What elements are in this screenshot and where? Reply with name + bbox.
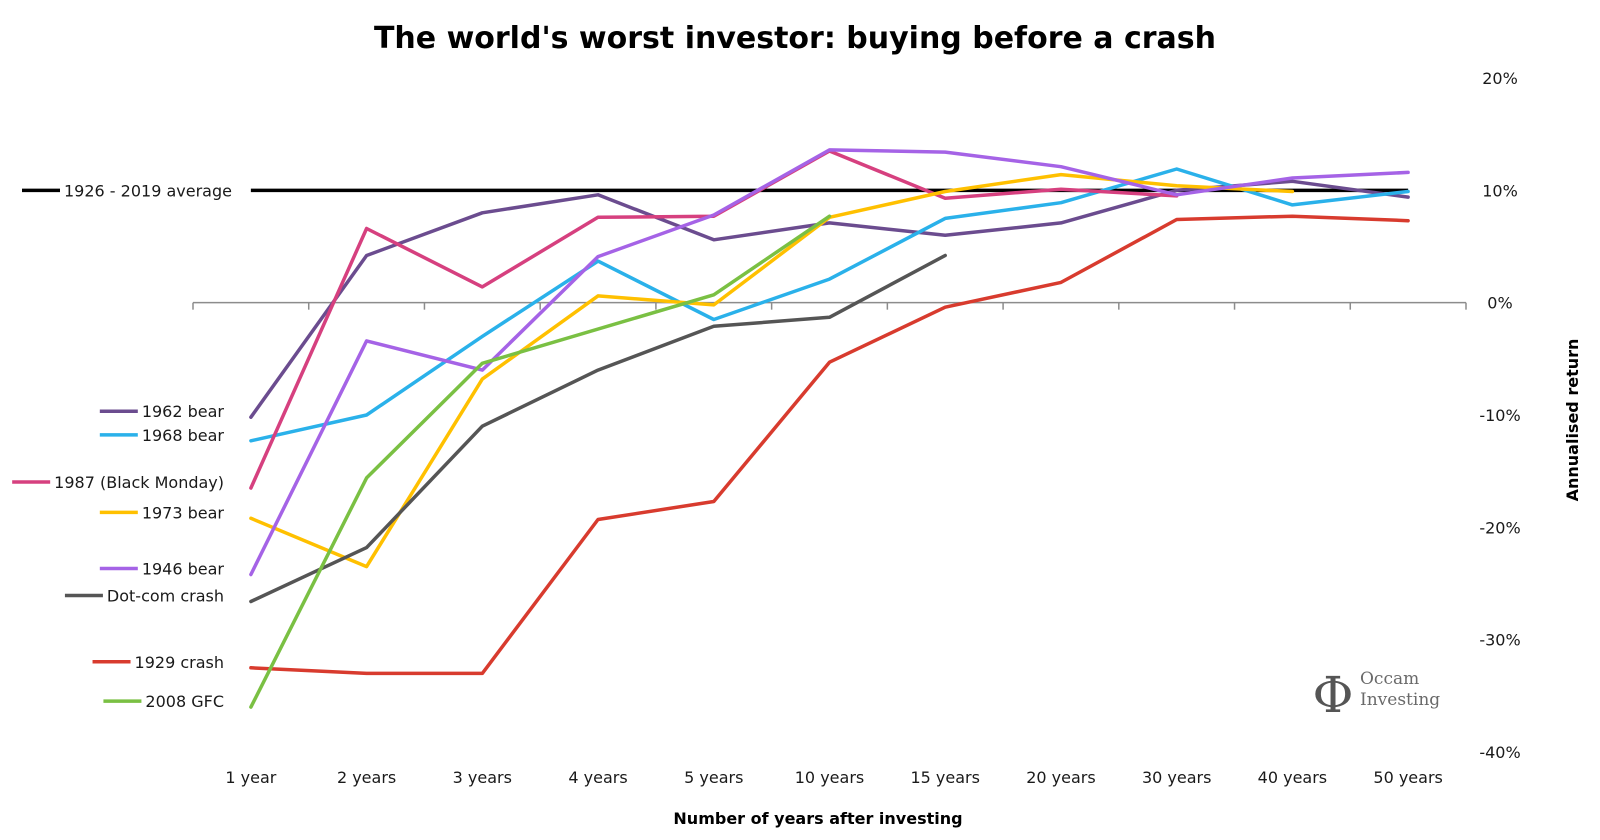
- y-tick-label: -20%: [1479, 518, 1520, 537]
- legend-label: 1973 bear: [142, 503, 225, 522]
- x-tick-label: 3 years: [453, 768, 512, 787]
- x-tick-label: 30 years: [1142, 768, 1211, 787]
- y-axis-label: Annualised return: [1563, 339, 1582, 502]
- logo-line-1: Occam: [1360, 669, 1419, 689]
- y-tick-label: 20%: [1482, 69, 1518, 88]
- legend-label: 1962 bear: [142, 402, 225, 421]
- phi-logo-icon: Φ: [1313, 666, 1354, 724]
- x-axis-ticks: 1 year 2 years 3 years 4 years 5 years 10 yea…: [192, 302, 1467, 787]
- series-line-1946-bear: [249, 148, 1410, 577]
- x-tick-label: 1 year: [225, 768, 276, 787]
- legend-label: 1968 bear: [142, 426, 225, 445]
- legend-label: Dot-com crash: [107, 586, 224, 605]
- logo-line-2: Investing: [1360, 690, 1440, 710]
- series-line-2008-gfc: [249, 214, 832, 709]
- y-tick-label: -30%: [1479, 631, 1520, 650]
- chart-title: The world's worst investor: buying befor…: [374, 21, 1216, 56]
- x-tick-label: 5 years: [684, 768, 743, 787]
- y-tick-label: 0%: [1487, 294, 1512, 313]
- y-tick-label: 10%: [1482, 181, 1518, 200]
- legend-label: 1929 crash: [135, 653, 224, 672]
- series-line-1929-crash: [249, 214, 1410, 676]
- series-line-1968-bear: [249, 167, 1410, 443]
- x-tick-label: 20 years: [1026, 768, 1095, 787]
- x-tick-label: 10 years: [795, 768, 864, 787]
- y-axis-ticks: 20% 10% 0% -10% -20% -30% -40%: [1479, 69, 1520, 762]
- legend-label: 1987 (Black Monday): [54, 473, 224, 492]
- y-tick-label: -10%: [1479, 406, 1520, 425]
- x-axis-label: Number of years after investing: [673, 809, 962, 828]
- series-group: [249, 148, 1410, 709]
- legend: 1962 bear 1968 bear 1987 (Black Monday) 197…: [12, 402, 224, 711]
- x-tick-label: 15 years: [910, 768, 979, 787]
- x-tick-label: 4 years: [568, 768, 627, 787]
- series-line-dot-com-crash: [249, 253, 947, 604]
- legend-label: 2008 GFC: [145, 692, 224, 711]
- x-tick-label: 40 years: [1258, 768, 1327, 787]
- occam-investing-logo: Φ Occam Investing: [1313, 666, 1441, 724]
- reference-legend-label: 1926 - 2019 average: [64, 181, 232, 200]
- series-line-1973-bear: [249, 172, 1295, 569]
- x-tick-label: 50 years: [1373, 768, 1442, 787]
- legend-label: 1946 bear: [142, 560, 225, 579]
- x-tick-label: 2 years: [337, 768, 396, 787]
- y-tick-label: -40%: [1479, 743, 1520, 762]
